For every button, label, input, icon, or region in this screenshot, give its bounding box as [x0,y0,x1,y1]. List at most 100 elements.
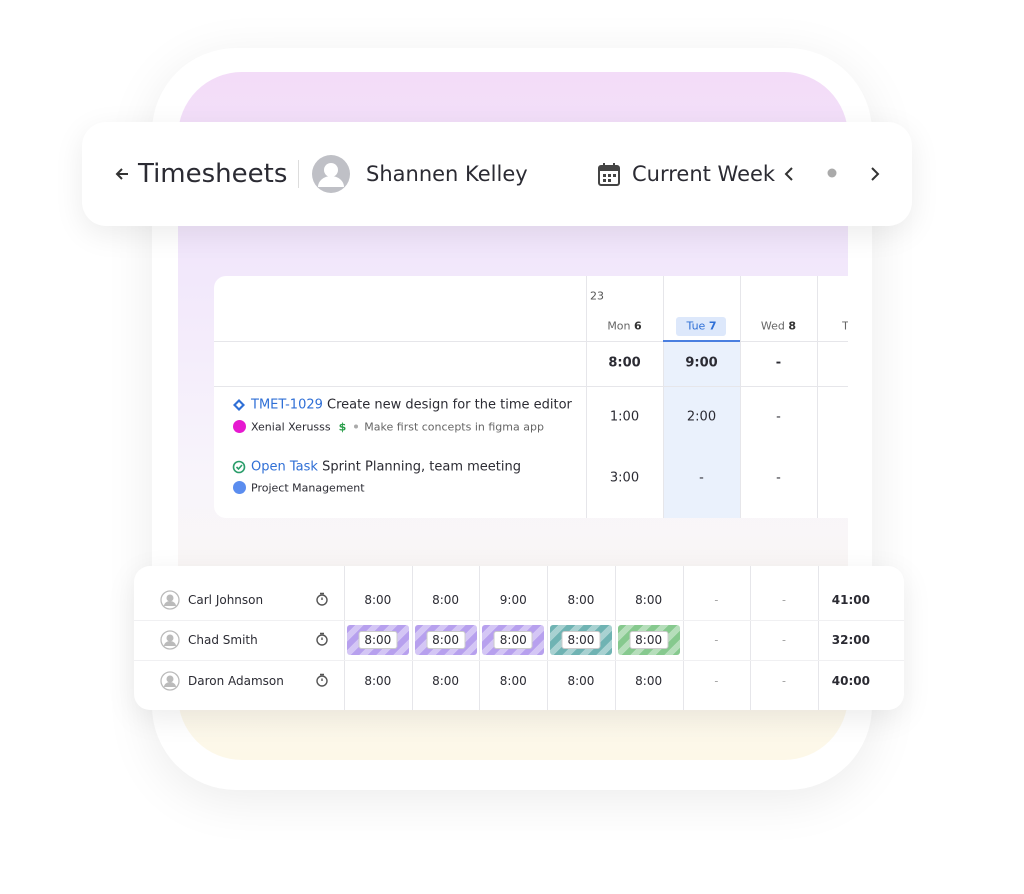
person-avatar [160,671,180,691]
cell-hours: - [782,633,787,647]
project-name: Xenial Xerusss [251,420,331,434]
header-card: Timesheets Shannen Kelley Current Week [82,122,912,226]
column-line [586,276,587,518]
day-pill [676,317,726,336]
day-underline [663,340,740,342]
day-number: 6 [634,319,642,333]
person-name: Chad Smith [188,633,258,647]
day-header: Mon 6 [607,320,641,333]
team-card: Carl Johnson 8:00 8:00 9:00 8:00 8:00 - - 41:00 C… [134,566,904,710]
period-label: Current Week [632,162,776,186]
timer-button[interactable] [315,673,329,687]
cell-hours: - [714,633,719,647]
task-icon [232,398,246,412]
calendar-icon [598,163,620,186]
task-hours: 2:00 [686,409,717,425]
column-line [411,566,413,710]
totals-line [214,386,848,387]
task-hours: 3:00 [609,470,640,486]
cell-hours: - [714,674,719,688]
column-line [614,566,616,710]
header-line [214,341,848,342]
person-total: 41:00 [831,593,870,607]
cell-hours: - [782,593,787,607]
timer-button[interactable] [315,632,329,646]
column-line [344,566,345,710]
separator [354,424,359,429]
day-number: 7 [708,319,717,333]
day-name: Mon [607,319,631,333]
tue-column-bg [663,341,740,518]
prev-button[interactable] [782,166,796,182]
cell-hours: 8:00 [567,674,595,688]
cell-hours: 8:00 [629,631,669,649]
column-line [547,566,549,710]
column-line [663,276,664,518]
cell-hours: 8:00 [426,631,466,649]
cell-hours: 8:00 [364,593,392,607]
avatar [312,155,350,193]
cell-hours: 8:00 [432,593,460,607]
person-avatar [160,630,180,650]
page-title: Timesheets [138,159,288,189]
project-dot [233,481,246,494]
day-header: T [842,320,848,333]
column-line [817,566,819,710]
day-number: 8 [788,319,797,333]
timer-button[interactable] [315,592,329,606]
cell-hours: 8:00 [635,674,663,688]
project-line: Project Management [251,482,365,495]
column-line [817,276,818,518]
cell-hours: 8:00 [561,631,601,649]
billable-icon: $ [338,420,347,434]
cell-hours: 8:00 [499,674,527,688]
person-total: 32:00 [831,633,870,647]
task-hours: 1:00 [609,409,640,425]
today-button[interactable] [826,168,838,180]
week-number: 23 [590,289,604,303]
day-total: - [775,355,782,371]
column-line [682,566,684,710]
row-line [134,620,904,621]
day-name: T [842,319,848,333]
cell-hours: - [714,593,719,607]
cell-hours: - [782,674,787,688]
task-note: Make first concepts in figma app [364,420,544,434]
task-icon [232,460,246,474]
column-line [750,566,752,710]
day-header: Tue 7 [687,320,717,333]
task-hours: - [776,409,781,425]
task-title: Sprint Planning, team meeting [322,459,521,475]
day-name: Wed [760,319,785,333]
person-name: Daron Adamson [188,674,284,688]
project-name: Project Management [251,481,365,495]
task-line: TMET-1029 Create new design for the time… [251,398,572,413]
back-arrow[interactable] [114,166,130,182]
cell-hours: 8:00 [493,631,533,649]
task-hours: - [699,470,704,486]
day-total: 9:00 [685,355,718,371]
cell-hours: 8:00 [358,631,398,649]
day-header: Wed 8 [761,320,796,333]
column-line [740,276,741,518]
task-key[interactable]: Open Task [251,459,318,475]
cell-hours: 9:00 [499,593,527,607]
cell-hours: 8:00 [635,593,663,607]
day-name: Tue [686,319,706,333]
person-name: Carl Johnson [188,593,264,607]
task-title: Create new design for the time editor [327,397,572,413]
user-name: Shannen Kelley [366,162,528,186]
next-button[interactable] [868,166,882,182]
task-hours: - [776,470,781,486]
week-card: 23 Mon 6 Tue 7 Wed 8 T 8:00 9:00 - TMET-1029 Cre… [214,276,848,518]
column-line [479,566,481,710]
cell-hours: 8:00 [364,674,392,688]
task-line: Open Task Sprint Planning, team meeting [251,460,521,475]
cell-hours: 8:00 [432,674,460,688]
task-key[interactable]: TMET-1029 [251,397,323,413]
person-avatar [160,590,180,610]
divider [298,160,299,188]
project-dot [233,420,246,433]
row-line [134,660,904,661]
